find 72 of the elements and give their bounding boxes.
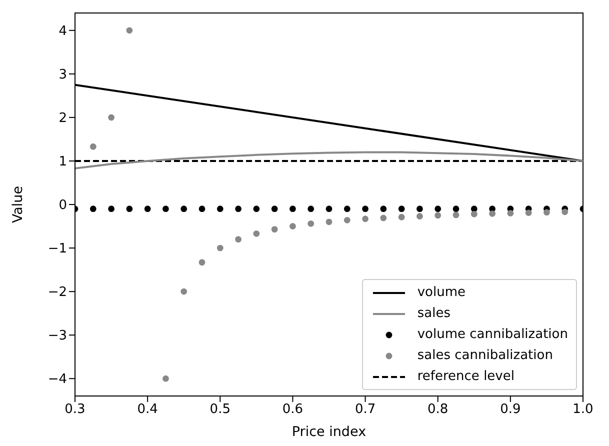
point (126, 206, 133, 212)
point (271, 226, 278, 233)
point (308, 220, 314, 227)
point (216, 244, 224, 252)
point (144, 206, 151, 212)
legend-label: reference level (417, 369, 514, 384)
point (525, 210, 532, 216)
point (180, 206, 188, 212)
point (362, 216, 368, 222)
y-axis-title: Value (10, 186, 26, 224)
point (198, 206, 206, 212)
point (398, 206, 405, 212)
point (180, 288, 188, 295)
line-series (75, 151, 583, 170)
x-axis-title: Price index (292, 424, 366, 440)
point (562, 208, 568, 216)
point (308, 206, 314, 212)
point (326, 206, 332, 212)
legend-label: sales cannibalization (417, 348, 553, 363)
x-tick-label: 0.5 (210, 402, 230, 418)
point (416, 206, 423, 212)
point (380, 214, 387, 222)
point (362, 206, 368, 212)
legend-label: volume (417, 285, 466, 300)
point (380, 206, 387, 212)
point (452, 206, 460, 212)
y-tick-label: 0 (58, 198, 67, 214)
y-tick-label: −4 (48, 372, 67, 388)
point (290, 206, 296, 212)
point (434, 212, 442, 219)
point (434, 206, 442, 212)
x-tick-label: 0.7 (354, 402, 376, 418)
y-tick-label: 2 (58, 111, 67, 126)
point (198, 259, 206, 266)
point (216, 206, 224, 212)
point (290, 223, 296, 230)
point (416, 213, 423, 220)
legend-label: sales (417, 306, 450, 321)
point (253, 230, 260, 237)
x-tick-label: 0.8 (428, 402, 448, 418)
x-tick-label: 0.3 (64, 402, 86, 418)
y-tick-label: −1 (48, 242, 67, 257)
point (489, 210, 496, 217)
point (162, 206, 169, 212)
y-tick-label: 1 (58, 154, 67, 170)
point (126, 27, 133, 34)
point (235, 236, 242, 243)
y-tick-label: 4 (58, 24, 67, 40)
point (162, 375, 169, 382)
point (90, 206, 96, 212)
point (470, 210, 478, 218)
point (452, 212, 460, 218)
point (507, 210, 514, 216)
x-tick-label: 0.4 (137, 402, 158, 418)
point (271, 206, 278, 212)
y-tick-label: −3 (48, 328, 67, 344)
point (253, 206, 260, 212)
y-tick-label: 3 (58, 68, 67, 83)
legend-label: volume cannibalization (417, 327, 568, 342)
point (398, 214, 405, 220)
point (544, 209, 550, 216)
x-tick-label: 0.6 (282, 402, 304, 418)
x-tick-label: 0.9 (500, 402, 521, 418)
point (90, 143, 96, 150)
point (108, 206, 114, 212)
point (235, 206, 242, 212)
point (344, 216, 350, 224)
point (326, 218, 332, 226)
y-tick-label: −2 (48, 285, 67, 300)
point (108, 114, 114, 121)
x-tick-label: 1.0 (572, 402, 594, 418)
point (344, 206, 350, 212)
